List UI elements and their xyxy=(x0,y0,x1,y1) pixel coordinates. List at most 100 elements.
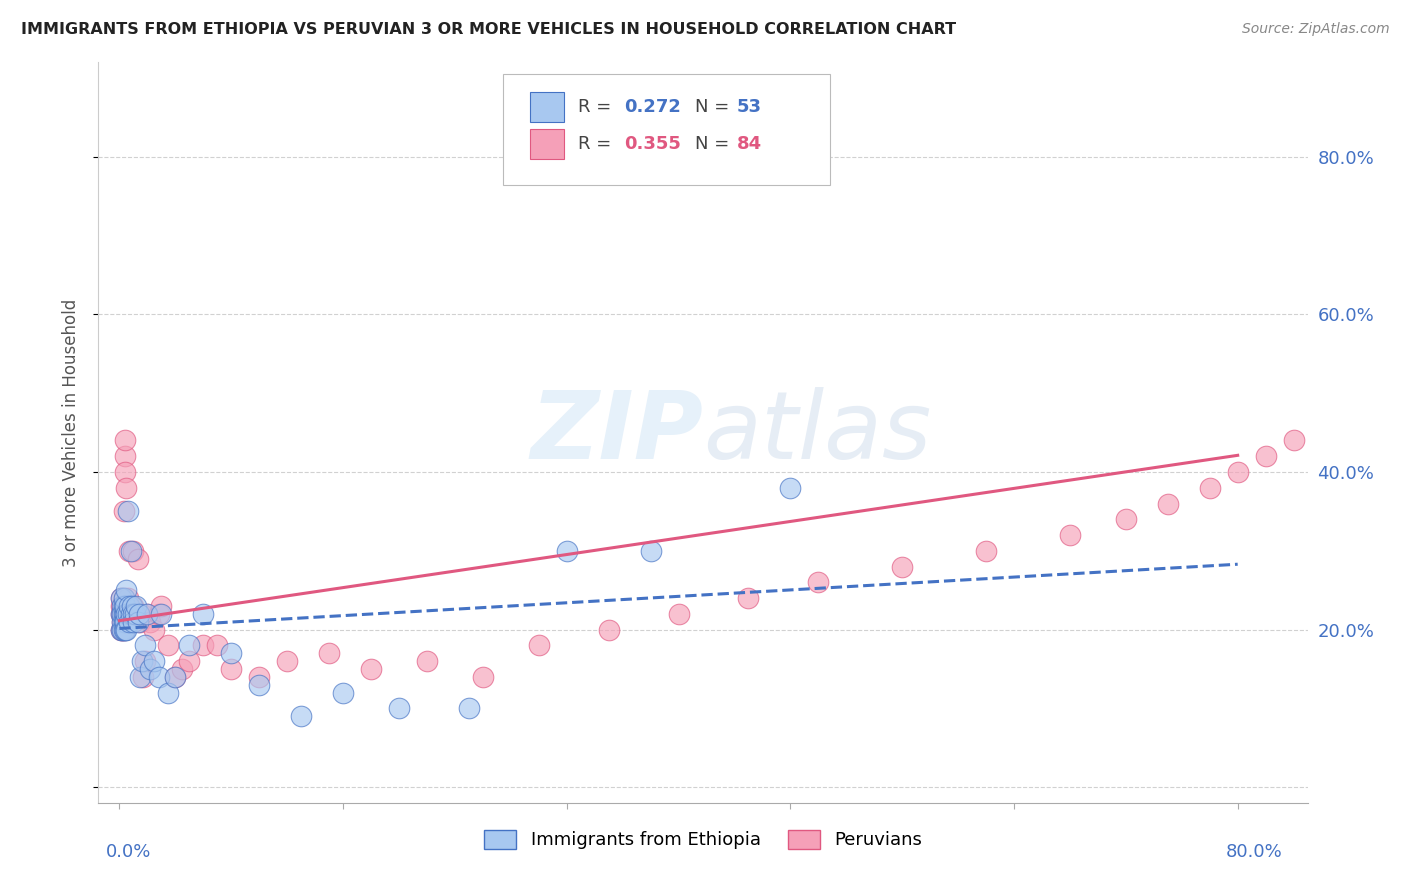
Point xyxy=(157,685,180,699)
Point xyxy=(131,607,153,621)
Point xyxy=(598,623,620,637)
FancyBboxPatch shape xyxy=(530,92,564,121)
Point xyxy=(1157,496,1180,510)
Point xyxy=(114,607,136,621)
Text: N =: N = xyxy=(695,98,734,116)
Point xyxy=(779,481,801,495)
Text: R =: R = xyxy=(578,135,617,153)
Point xyxy=(111,607,134,621)
Point xyxy=(157,638,180,652)
Text: IMMIGRANTS FROM ETHIOPIA VS PERUVIAN 3 OR MORE VEHICLES IN HOUSEHOLD CORRELATION: IMMIGRANTS FROM ETHIOPIA VS PERUVIAN 3 O… xyxy=(21,22,956,37)
Point xyxy=(115,623,138,637)
Point xyxy=(118,599,141,613)
Point xyxy=(290,709,312,723)
Point xyxy=(111,623,134,637)
Point xyxy=(125,607,148,621)
Point xyxy=(111,615,134,629)
Point xyxy=(1395,370,1406,384)
Point xyxy=(1059,528,1081,542)
Point xyxy=(360,662,382,676)
Point xyxy=(112,591,135,605)
Point xyxy=(1310,417,1333,432)
Point xyxy=(114,434,136,448)
Point xyxy=(136,607,159,621)
Point xyxy=(115,607,138,621)
Point xyxy=(111,623,134,637)
Text: R =: R = xyxy=(578,98,617,116)
Point xyxy=(115,599,138,613)
Point xyxy=(1339,402,1361,417)
Point xyxy=(112,623,135,637)
Text: ZIP: ZIP xyxy=(530,386,703,479)
Point xyxy=(125,599,148,613)
Text: 0.272: 0.272 xyxy=(624,98,682,116)
Text: 80.0%: 80.0% xyxy=(1226,843,1282,861)
Point xyxy=(111,607,134,621)
Point xyxy=(219,646,242,660)
Point xyxy=(110,591,132,605)
Point xyxy=(276,654,298,668)
Point xyxy=(115,607,138,621)
Point xyxy=(318,646,340,660)
Point xyxy=(807,575,830,590)
Point xyxy=(471,670,494,684)
Point xyxy=(111,599,134,613)
Point xyxy=(179,638,201,652)
Point xyxy=(111,599,134,613)
Point xyxy=(122,615,145,629)
Point xyxy=(134,638,156,652)
Point xyxy=(115,481,138,495)
Point xyxy=(143,654,166,668)
Point xyxy=(110,607,132,621)
Point xyxy=(974,543,997,558)
Point xyxy=(891,559,914,574)
Point xyxy=(247,678,270,692)
Point xyxy=(737,591,759,605)
Point xyxy=(128,607,150,621)
Point xyxy=(640,543,662,558)
Point xyxy=(117,607,139,621)
Point xyxy=(129,615,152,629)
Point xyxy=(1282,434,1305,448)
Point xyxy=(112,607,135,621)
Point xyxy=(121,599,143,613)
Point xyxy=(143,623,166,637)
Point xyxy=(207,638,229,652)
Point xyxy=(1115,512,1137,526)
Point xyxy=(332,685,354,699)
Point xyxy=(118,543,141,558)
Point xyxy=(120,607,142,621)
Point xyxy=(114,449,136,463)
Text: 0.355: 0.355 xyxy=(624,135,682,153)
Point xyxy=(114,599,136,613)
Point xyxy=(120,615,142,629)
Point xyxy=(1367,386,1389,401)
FancyBboxPatch shape xyxy=(503,73,830,185)
FancyBboxPatch shape xyxy=(530,129,564,159)
Point xyxy=(457,701,479,715)
Point xyxy=(127,551,149,566)
Point xyxy=(112,599,135,613)
Point xyxy=(129,670,152,684)
Text: N =: N = xyxy=(695,135,734,153)
Point xyxy=(127,615,149,629)
Point xyxy=(110,623,132,637)
Point xyxy=(128,607,150,621)
Text: 84: 84 xyxy=(737,135,762,153)
Point xyxy=(115,599,138,613)
Point xyxy=(114,607,136,621)
Point xyxy=(150,599,173,613)
Point xyxy=(388,701,411,715)
Point xyxy=(112,591,135,605)
Point xyxy=(121,607,143,621)
Point xyxy=(122,607,145,621)
Point xyxy=(122,599,145,613)
Point xyxy=(165,670,187,684)
Point xyxy=(150,607,173,621)
Text: 53: 53 xyxy=(737,98,762,116)
Point xyxy=(112,623,135,637)
Point xyxy=(120,607,142,621)
Text: 0.0%: 0.0% xyxy=(105,843,150,861)
Point xyxy=(124,607,146,621)
Point xyxy=(112,615,135,629)
